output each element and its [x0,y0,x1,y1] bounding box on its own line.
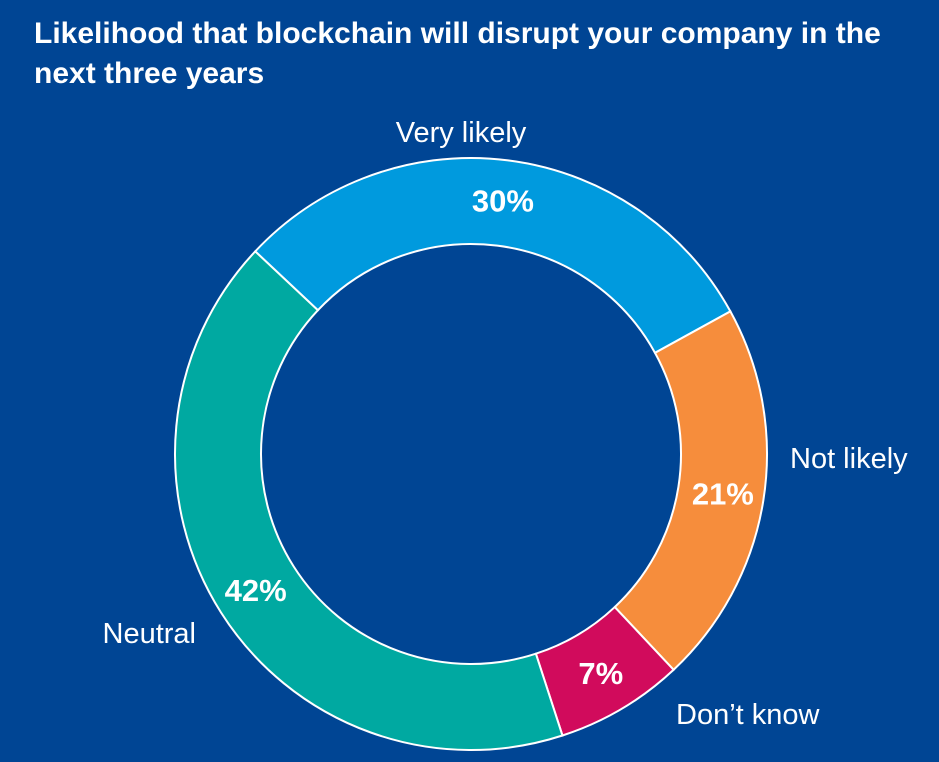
value-label-very-likely: 30% [472,184,534,219]
slice-not-likely [613,310,768,672]
slice-neutral [174,249,564,751]
category-label-neutral: Neutral [103,618,197,650]
category-label-very-likely: Very likely [396,117,527,149]
chart-title: Likelihood that blockchain will disrupt … [34,17,881,90]
slice-group [174,157,768,751]
value-label-neutral: 42% [225,573,287,608]
value-label-not-likely: 21% [692,476,754,511]
slice-very-likely [253,157,732,355]
value-label-don-t-know: 7% [578,656,623,691]
label-group: 30% Very likely 21% Not likely 7% Don’t know 4… [103,117,909,731]
category-label-not-likely: Not likely [790,443,908,475]
category-label-don-t-know: Don’t know [676,699,821,731]
